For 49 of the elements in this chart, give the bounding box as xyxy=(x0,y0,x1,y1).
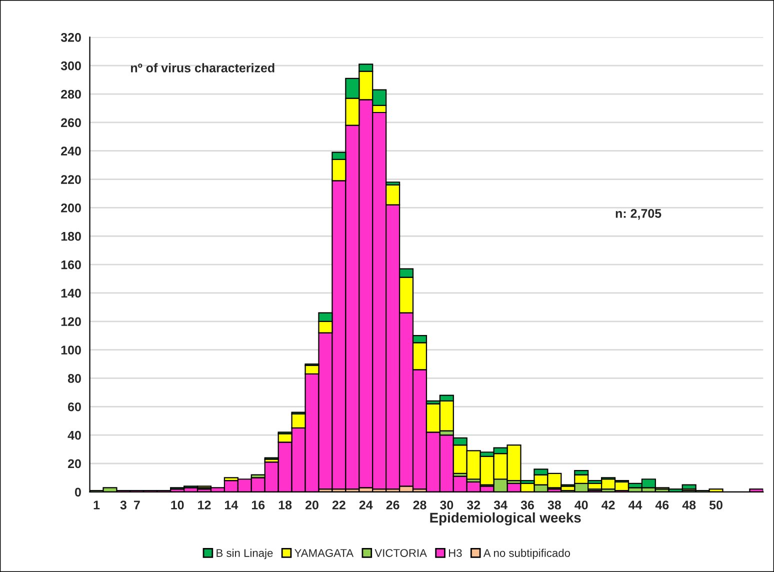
x-tick-label: 44 xyxy=(628,500,642,510)
y-tick-label: 260 xyxy=(61,118,81,128)
x-tick-label: 7 xyxy=(134,500,140,510)
x-tick-label: 16 xyxy=(252,500,265,510)
legend-label: YAMAGATA xyxy=(294,549,354,557)
y-tick-label: 280 xyxy=(61,90,81,99)
y-tick-label: 80 xyxy=(68,374,81,383)
y-tick-label: 180 xyxy=(61,232,81,241)
y-tick-label: 60 xyxy=(68,402,81,412)
annotation: n: 2,705 xyxy=(616,209,662,220)
x-tick-label: 3 xyxy=(120,500,126,510)
x-tick-label: 10 xyxy=(171,500,184,510)
y-tick-label: 20 xyxy=(68,459,81,468)
y-tick-label: 220 xyxy=(61,175,81,184)
x-tick-label: 46 xyxy=(655,500,669,510)
x-tick-label: 26 xyxy=(386,500,400,510)
y-tick-label: 200 xyxy=(61,204,81,212)
annotation: nº of virus characterized xyxy=(131,63,274,72)
y-tick-label: 320 xyxy=(60,32,81,42)
x-tick-label: 50 xyxy=(709,500,722,510)
x-tick-label: 1 xyxy=(94,500,100,510)
y-tick-label: 100 xyxy=(61,346,81,354)
x-tick-label: 22 xyxy=(332,500,346,510)
y-tick-label: 0 xyxy=(74,488,81,497)
x-tick-label: 40 xyxy=(574,500,588,510)
x-tick-label: 28 xyxy=(413,500,426,510)
x-tick-label: 32 xyxy=(466,500,480,510)
y-tick-label: 160 xyxy=(61,260,81,270)
y-tick-label: 240 xyxy=(61,146,81,156)
x-tick-label: 48 xyxy=(682,500,696,510)
legend-label: H3 xyxy=(448,549,462,557)
x-tick-label: 36 xyxy=(520,500,534,510)
x-axis-title: Epidemiological weeks xyxy=(430,512,581,526)
x-tick-label: 14 xyxy=(225,500,238,510)
x-tick-label: 38 xyxy=(548,500,561,510)
legend-label: VICTORIA xyxy=(374,549,427,557)
y-tick-label: 140 xyxy=(61,288,81,298)
x-tick-label: 18 xyxy=(278,500,292,510)
x-tick-label: 12 xyxy=(198,500,211,510)
y-tick-label: 40 xyxy=(68,430,81,440)
legend-label: A no subtipificado xyxy=(483,548,570,560)
x-tick-label: 24 xyxy=(359,500,373,510)
x-tick-label: 20 xyxy=(305,500,318,510)
x-tick-label: 34 xyxy=(494,500,508,510)
y-tick-label: 300 xyxy=(60,61,81,70)
y-tick-label: 120 xyxy=(61,317,81,326)
x-tick-label: 30 xyxy=(440,500,454,510)
legend-label: B sin Linaje xyxy=(216,548,273,560)
x-tick-label: 42 xyxy=(602,500,615,510)
